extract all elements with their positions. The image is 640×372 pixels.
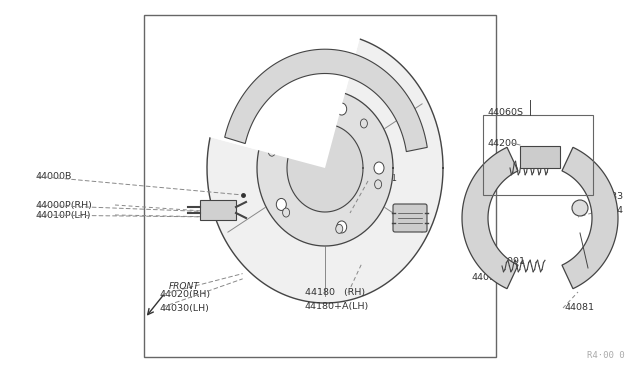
FancyBboxPatch shape [393,204,427,232]
Polygon shape [287,124,363,212]
Ellipse shape [374,180,381,189]
Ellipse shape [276,126,286,138]
Text: 44083: 44083 [594,192,624,201]
Text: 44000B: 44000B [35,171,72,180]
Text: 44030(LH): 44030(LH) [160,304,210,312]
Polygon shape [462,147,518,289]
Text: 44084: 44084 [594,205,624,215]
Ellipse shape [283,208,290,217]
Text: R4·00 0: R4·00 0 [588,351,625,360]
Polygon shape [257,90,393,246]
Bar [520,146,560,168]
Ellipse shape [337,103,347,115]
Ellipse shape [337,221,347,233]
Text: 44060S: 44060S [488,108,524,116]
Ellipse shape [276,198,286,211]
Text: 44091: 44091 [496,257,526,266]
Wedge shape [190,28,361,168]
Text: 44180+A(LH): 44180+A(LH) [305,301,369,311]
Wedge shape [190,28,361,168]
Circle shape [572,200,588,216]
Text: FRONT: FRONT [169,282,200,291]
Text: 44000P(RH): 44000P(RH) [35,201,92,209]
Text: 44090: 44090 [472,273,502,282]
Text: 44200: 44200 [488,138,518,148]
Polygon shape [207,33,443,303]
Ellipse shape [360,119,367,128]
Bar [200,200,236,220]
Ellipse shape [307,103,314,112]
Ellipse shape [268,147,275,156]
Polygon shape [225,49,428,152]
Polygon shape [562,147,618,289]
Bar [483,115,593,195]
Ellipse shape [336,224,343,233]
Text: 44010P(LH): 44010P(LH) [35,211,90,219]
Text: 44051: 44051 [368,173,398,183]
Text: 44180   (RH): 44180 (RH) [305,289,365,298]
Text: 44020(RH): 44020(RH) [160,291,211,299]
Bar [144,15,496,357]
Text: 44081: 44081 [565,304,595,312]
Ellipse shape [374,162,384,174]
